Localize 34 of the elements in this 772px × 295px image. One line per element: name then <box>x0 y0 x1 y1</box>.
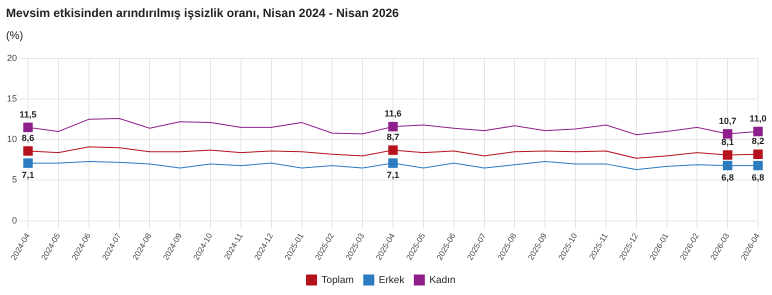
data-label: 7,1 <box>22 170 34 180</box>
chart-title: Mevsim etkisinden arındırılmış işsizlik oranı, Nisan 2024 - Nisan 2026 <box>6 6 399 20</box>
data-label: 10,7 <box>718 116 736 126</box>
y-tick-label: 10 <box>6 134 18 144</box>
legend-label: Kadın <box>429 274 456 286</box>
data-label: 7,1 <box>386 170 400 180</box>
y-tick-label: 0 <box>12 215 18 226</box>
point <box>23 146 33 156</box>
point <box>388 158 398 168</box>
point <box>23 122 33 132</box>
data-label: 11,6 <box>384 108 402 119</box>
legend-label: Erkek <box>378 274 406 286</box>
point <box>722 160 732 170</box>
data-label: 8,6 <box>22 132 34 143</box>
point <box>388 122 398 132</box>
data-label: 8,7 <box>386 132 400 142</box>
chart-subtitle: (%) <box>6 30 24 42</box>
point <box>722 129 732 139</box>
y-tick-label: 15 <box>6 93 18 104</box>
point <box>23 158 33 168</box>
data-label: 6,8 <box>721 172 734 183</box>
point <box>753 160 763 170</box>
data-label: 6,8 <box>752 172 764 183</box>
data-label: 8,1 <box>721 136 734 147</box>
data-label: 8,2 <box>752 136 764 146</box>
point <box>753 149 763 159</box>
y-tick-label: 20 <box>6 52 18 63</box>
point <box>722 150 732 160</box>
data-label: 11,5 <box>19 109 37 120</box>
data-label: 11,0 <box>749 113 767 124</box>
y-tick-label: 5 <box>12 174 18 185</box>
legend-label: Toplam <box>322 274 354 286</box>
point <box>388 145 398 155</box>
point <box>753 126 763 136</box>
